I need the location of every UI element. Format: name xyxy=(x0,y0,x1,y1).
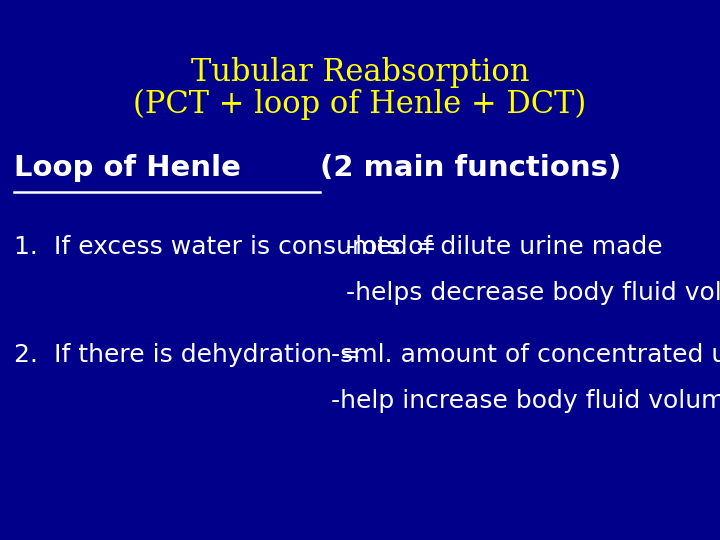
Text: 1.  If excess water is consumed =: 1. If excess water is consumed = xyxy=(14,235,437,259)
Text: 2.  If there is dehydration =: 2. If there is dehydration = xyxy=(14,343,361,367)
Text: -helps decrease body fluid volume: -helps decrease body fluid volume xyxy=(346,281,720,305)
Text: -sml. amount of concentrated urine made: -sml. amount of concentrated urine made xyxy=(331,343,720,367)
Text: -lots of dilute urine made: -lots of dilute urine made xyxy=(346,235,662,259)
Text: -help increase body fluid volume: -help increase body fluid volume xyxy=(331,389,720,413)
Text: (2 main functions): (2 main functions) xyxy=(320,154,621,182)
Text: Loop of Henle: Loop of Henle xyxy=(14,154,251,182)
Text: Tubular Reabsorption: Tubular Reabsorption xyxy=(191,57,529,87)
Text: (PCT + loop of Henle + DCT): (PCT + loop of Henle + DCT) xyxy=(133,89,587,120)
